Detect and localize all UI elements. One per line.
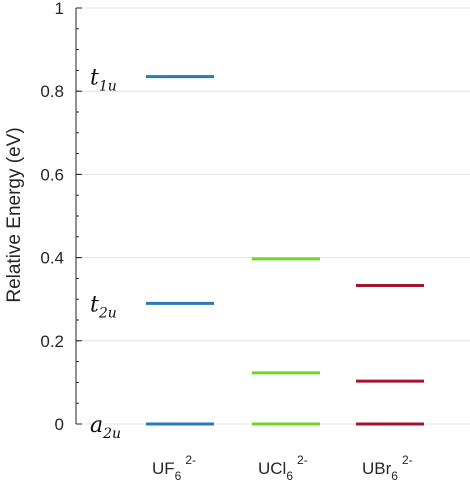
y-tick-label: 0.2 <box>40 332 64 351</box>
level-annotations: t1u t2u a2u <box>90 66 121 442</box>
y-tick-label: 0.4 <box>40 249 64 268</box>
y-axis-label: Relative Energy (eV) <box>4 127 25 302</box>
x-category-label: UCl62- <box>258 453 308 483</box>
y-axis: 0 0.2 0.4 0.6 0.8 1 <box>40 0 82 434</box>
x-category-label: UBr62- <box>362 453 413 483</box>
x-category-label: UF62- <box>152 453 196 483</box>
y-tick-label: 0.6 <box>40 165 64 184</box>
term-symbol: t2u <box>90 292 117 321</box>
y-tick-label: 1 <box>55 0 64 18</box>
energy-levels <box>146 75 424 426</box>
y-tick-label: 0 <box>55 415 64 434</box>
term-symbol: t1u <box>90 66 117 95</box>
grid-lines <box>76 7 470 425</box>
y-tick-label: 0.8 <box>40 82 64 101</box>
x-categories: UF62- UCl62- UBr62- <box>152 453 413 483</box>
term-symbol: a2u <box>90 413 121 442</box>
